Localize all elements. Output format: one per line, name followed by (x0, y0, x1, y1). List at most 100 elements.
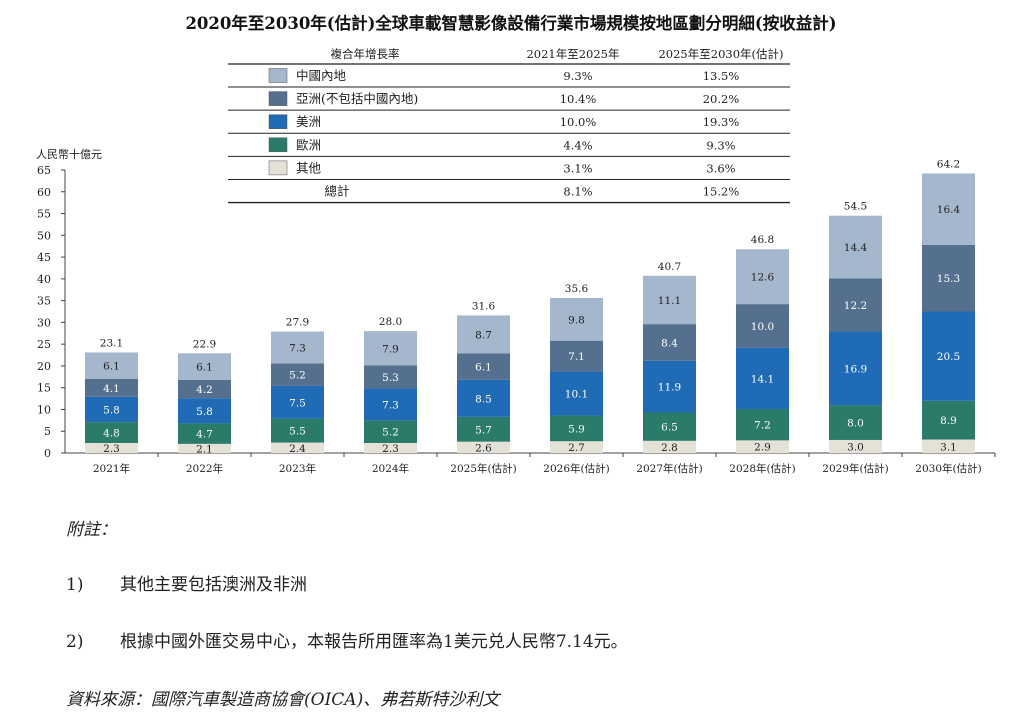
bar-segment (829, 278, 882, 332)
bar-value-label: 3.0 (847, 441, 864, 453)
note-item-2: 2) 根據中國外匯交易中心，本報告所用匯率為1美元兑人民幣7.14元。 (66, 627, 628, 652)
bar-value-label: 5.7 (475, 424, 492, 436)
bar-total-label: 54.5 (844, 201, 867, 213)
bar-total-label: 27.9 (286, 317, 309, 329)
bar-total-label: 28.0 (379, 316, 402, 328)
cagr-value: 13.5% (703, 69, 740, 83)
notes-heading: 附註： (66, 520, 117, 540)
bar-segment (643, 412, 696, 441)
bar-value-label: 9.8 (568, 314, 585, 326)
bar-segment (271, 442, 324, 453)
bar-value-label: 5.2 (289, 370, 306, 382)
y-tick-label: 0 (44, 447, 51, 460)
bar-segment (178, 443, 231, 453)
bar-segment (643, 360, 696, 413)
bar-segment (736, 304, 789, 348)
cagr-value: 4.4% (563, 138, 592, 152)
legend-swatch (268, 137, 288, 153)
bar-segment (178, 353, 231, 380)
note-item-1: 1) 其他主要包括澳洲及非洲 (66, 570, 307, 595)
bar-segment (364, 420, 417, 443)
x-tick-label: 2022年 (186, 462, 223, 475)
y-tick-label: 15 (37, 382, 51, 395)
bar-value-label: 14.1 (751, 373, 774, 385)
bar-segment (643, 440, 696, 453)
bar-segment (736, 440, 789, 453)
x-tick-label: 2026年(估計) (543, 462, 609, 475)
bar-value-label: 2.6 (475, 442, 492, 454)
cagr-value: 9.3% (706, 138, 735, 152)
bar-segment (550, 298, 603, 341)
cagr-table-header: 2021年至2025年 (526, 47, 619, 61)
bar-segment (922, 439, 975, 453)
bar-segment (922, 311, 975, 401)
bar-segment (178, 398, 231, 424)
chart-title: 2020年至2030年(估計)全球車載智慧影像設備行業市場規模按地區劃分明細(按… (185, 13, 836, 33)
cagr-value: 19.3% (703, 115, 740, 129)
bar-total-label: 64.2 (937, 158, 960, 170)
bar-segment (85, 442, 138, 453)
note-number: 1) (66, 575, 84, 595)
cagr-value: 8.1% (563, 185, 592, 199)
legend-swatch (268, 114, 288, 129)
bar-segment (922, 400, 975, 440)
bar-value-label: 6.5 (661, 422, 678, 434)
bar-value-label: 6.1 (196, 362, 213, 374)
bar-value-label: 2.3 (103, 443, 120, 455)
bar-segment (85, 396, 138, 423)
y-tick-label: 30 (37, 316, 51, 329)
cagr-table-header: 2025年至2030年(估計) (658, 47, 783, 61)
y-tick-label: 25 (37, 338, 51, 351)
x-tick-label: 2025年(估計) (450, 462, 516, 475)
bar-total-label: 40.7 (658, 261, 681, 273)
y-tick-label: 40 (37, 273, 51, 286)
bar-segment (829, 215, 882, 279)
bar-segment (457, 379, 510, 417)
legend-swatch (268, 91, 288, 106)
legend-label: 亞洲(不包括中國內地) (296, 91, 418, 106)
bar-value-label: 16.9 (844, 363, 867, 375)
bar-segment (178, 379, 231, 399)
y-tick-label: 10 (37, 403, 51, 416)
bar-segment (922, 244, 975, 312)
x-tick-label: 2023年 (279, 462, 316, 475)
note-number: 2) (66, 632, 84, 652)
bar-segment (829, 439, 882, 453)
bar-segment (364, 388, 417, 421)
cagr-value: 10.0% (560, 115, 597, 129)
bar-segment (85, 378, 138, 397)
bar-value-label: 4.8 (103, 428, 120, 440)
bar-value-label: 5.5 (289, 426, 306, 438)
note-text: 根據中國外匯交易中心，本報告所用匯率為1美元兑人民幣7.14元。 (120, 632, 628, 652)
total-row-label: 總計 (324, 184, 349, 199)
cagr-value: 3.6% (706, 161, 735, 175)
bar-value-label: 2.9 (754, 442, 771, 454)
bar-value-label: 10.1 (565, 389, 588, 401)
cagr-value: 15.2% (703, 185, 740, 199)
bar-segment (85, 422, 138, 443)
bar-value-label: 8.4 (661, 337, 678, 349)
x-tick-label: 2028年(估計) (729, 462, 795, 475)
bar-segment (178, 423, 231, 444)
bar-segment (829, 405, 882, 440)
legend-swatch (268, 160, 288, 176)
bar-total-label: 22.9 (193, 338, 216, 350)
bar-segment (922, 173, 975, 245)
bar-segment (364, 331, 417, 366)
bar-segment (457, 353, 510, 380)
source-note: 資料來源：國際汽車製造商協會(OICA)、弗若斯特沙利文 (66, 690, 500, 710)
y-tick-label: 55 (37, 208, 51, 221)
y-tick-label: 35 (37, 295, 51, 308)
bar-value-label: 14.4 (844, 242, 868, 254)
cagr-value: 3.1% (563, 161, 592, 175)
bar-value-label: 2.4 (289, 443, 306, 455)
bar-segment (550, 371, 603, 416)
bar-segment (457, 416, 510, 442)
legend-swatch (268, 68, 288, 83)
bar-value-label: 6.1 (475, 362, 492, 374)
bar-total-label: 31.6 (472, 300, 496, 312)
bar-segment (643, 275, 696, 325)
bar-segment (271, 363, 324, 386)
y-tick-label: 45 (37, 251, 51, 264)
bar-value-label: 2.3 (382, 443, 399, 455)
